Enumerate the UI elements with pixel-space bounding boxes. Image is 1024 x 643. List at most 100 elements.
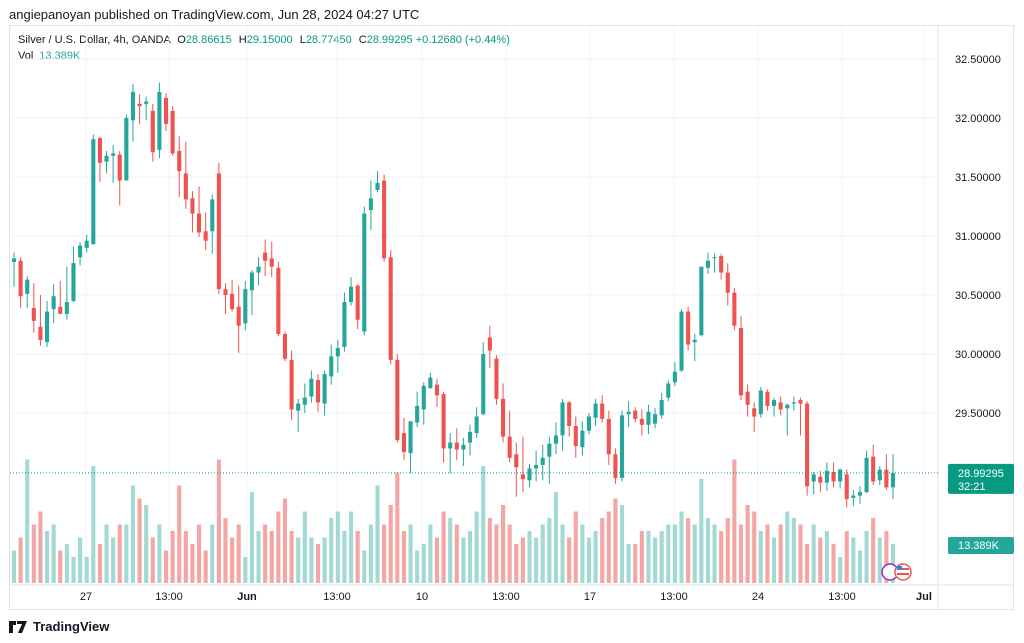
publisher-line: angiepanoyan published on TradingView.co…: [9, 7, 420, 22]
volume-bar: [408, 524, 413, 583]
high-label: H: [238, 34, 247, 46]
candle-body: [547, 443, 552, 457]
candle-body: [613, 454, 618, 478]
candle-body: [719, 256, 724, 273]
time-tick-label: Jul: [916, 591, 932, 603]
candle-body: [104, 155, 109, 162]
candle-body: [434, 384, 440, 396]
candle-body: [210, 199, 215, 232]
volume-bar: [851, 537, 856, 583]
candle-body: [282, 333, 288, 359]
candle-body: [534, 464, 539, 469]
candle-body: [738, 328, 744, 396]
volume-bar: [256, 531, 261, 583]
candle-body: [401, 433, 406, 452]
volume-bar: [441, 511, 446, 583]
candle-body: [725, 272, 730, 293]
candle-body: [514, 454, 519, 468]
candle-body: [653, 414, 658, 424]
candle-body: [130, 92, 136, 121]
volume-bar: [355, 531, 360, 583]
footer-brand-label: TradingView: [33, 619, 110, 634]
volume-bar: [811, 524, 816, 583]
candle-body: [91, 139, 96, 245]
candle-body: [124, 118, 129, 181]
volume-bar: [553, 492, 558, 583]
candle-body: [421, 385, 426, 410]
candle-body: [441, 394, 446, 449]
price-tick-label: 32.50000: [955, 54, 1001, 66]
candle-body: [692, 339, 697, 343]
candle-body: [342, 302, 347, 347]
volume-bar: [130, 485, 136, 583]
candle-body: [573, 425, 578, 447]
candle-body: [877, 469, 882, 481]
candle-body: [335, 348, 340, 357]
volume-bar: [210, 524, 215, 583]
candle-body: [838, 469, 843, 482]
candle-body: [606, 418, 611, 455]
candle-body: [448, 442, 453, 449]
volume-bar: [534, 537, 539, 583]
candle-body: [666, 383, 671, 398]
volume-bar: [84, 557, 89, 583]
volume-bar: [778, 524, 783, 583]
candle-body: [249, 272, 254, 291]
volume-bar: [263, 524, 268, 583]
close-value: 28.99295: [366, 34, 413, 46]
volume-bar: [692, 524, 697, 583]
volume-bar: [329, 518, 334, 583]
volume-bar: [388, 505, 393, 583]
candle-body: [600, 403, 605, 419]
candle-body: [824, 470, 829, 483]
candle-body: [388, 257, 393, 360]
candle-body: [38, 326, 43, 340]
volume-bar: [163, 550, 169, 583]
candle-body: [507, 436, 512, 458]
volume-bar: [864, 531, 869, 583]
candle-body: [84, 240, 89, 248]
volume-bar: [844, 531, 849, 583]
candle-body: [263, 252, 268, 261]
time-tick-label: 27: [80, 591, 92, 603]
volume-bar: [269, 531, 274, 583]
candle-body: [11, 258, 17, 262]
volume-bar: [831, 544, 836, 583]
candle-body: [25, 279, 30, 294]
volume-bar: [216, 459, 221, 583]
us-flag-stripe: [897, 573, 909, 575]
symbol-label[interactable]: Silver / U.S. Dollar, 4h, OANDA: [18, 34, 171, 46]
candle-body: [322, 374, 327, 404]
volume-badge: [948, 537, 1014, 554]
candle-body: [851, 495, 856, 498]
volume-bar: [705, 518, 710, 583]
low-label: L: [299, 34, 306, 46]
volume-bar: [560, 524, 565, 583]
volume-bar: [18, 537, 23, 583]
volume-bar: [871, 518, 876, 583]
time-tick-label: 13:00: [660, 591, 688, 603]
volume-bar: [838, 557, 843, 583]
volume-bar: [699, 479, 704, 583]
footer-brand[interactable]: TradingView: [9, 619, 109, 634]
candle-body: [540, 457, 545, 465]
candle-body: [831, 472, 836, 482]
volume-bar: [150, 537, 155, 583]
countdown-label: 32:21: [958, 481, 986, 493]
volume-bar: [282, 498, 288, 583]
close-label: C: [358, 34, 367, 46]
volume-bar: [725, 518, 730, 583]
candle-body: [256, 266, 261, 273]
volume-bar: [818, 537, 823, 583]
candle-body: [137, 103, 142, 107]
volume-bar: [626, 544, 631, 583]
volume-bar: [382, 524, 387, 583]
volume-bar: [520, 537, 525, 583]
candle-body: [884, 469, 889, 488]
candle-body: [203, 231, 208, 241]
candle-body: [230, 293, 235, 310]
volume-bar: [474, 511, 479, 583]
candle-body: [494, 358, 499, 399]
volume-bar: [785, 511, 790, 583]
